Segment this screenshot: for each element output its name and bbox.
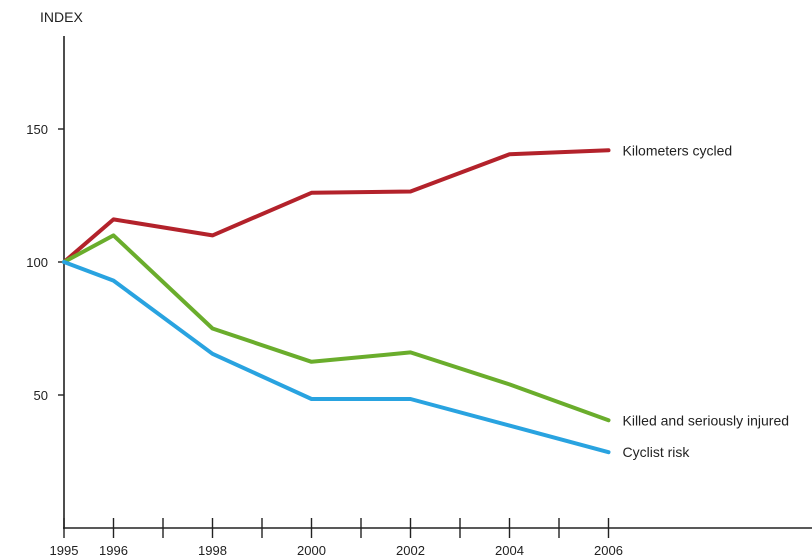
series-line-killed-and-seriously-injured (62, 233, 611, 423)
x-tick-label-2004: 2004 (495, 543, 524, 558)
series-label-kilometers-cycled: Kilometers cycled (623, 142, 733, 158)
x-tick-label-2006: 2006 (594, 543, 623, 558)
series-line-cyclist-risk (62, 260, 611, 455)
y-axis-title: INDEX (40, 9, 83, 25)
x-tick-label-1996: 1996 (99, 543, 128, 558)
series-lines (62, 148, 611, 455)
series-line-kilometers-cycled (62, 148, 611, 264)
axes (63, 36, 812, 529)
series-labels: Kilometers cycled Killed and seriously in… (623, 142, 790, 460)
y-tick-label-50: 50 (34, 388, 48, 403)
x-ticks: 1995 1996 1998 2000 2002 2004 2006 (50, 518, 623, 558)
y-ticks: 150 100 50 (26, 122, 64, 403)
y-tick-label-150: 150 (26, 122, 48, 137)
x-tick-label-2002: 2002 (396, 543, 425, 558)
y-tick-label-100: 100 (26, 255, 48, 270)
x-tick-label-1998: 1998 (198, 543, 227, 558)
series-label-killed-and-seriously-injured: Killed and seriously injured (623, 412, 790, 428)
series-label-cyclist-risk: Cyclist risk (623, 444, 691, 460)
x-tick-label-1995: 1995 (50, 543, 79, 558)
x-tick-label-2000: 2000 (297, 543, 326, 558)
